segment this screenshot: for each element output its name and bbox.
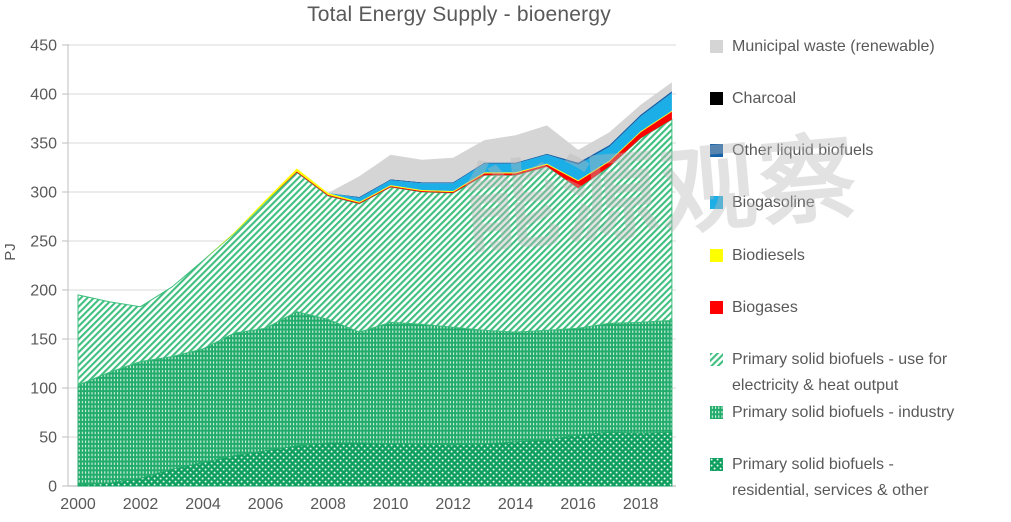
x-tick-label: 2002 bbox=[123, 496, 159, 513]
legend-item-biogasoline: Biogasoline bbox=[710, 190, 1010, 216]
x-tick-label: 2018 bbox=[623, 496, 659, 513]
legend-swatch bbox=[710, 249, 723, 262]
chart-title: Total Energy Supply - bioenergy bbox=[307, 3, 611, 26]
x-tick-label: 2010 bbox=[373, 496, 409, 513]
y-tick-label: 400 bbox=[30, 87, 57, 104]
y-tick-label: 450 bbox=[30, 38, 57, 55]
legend-item-biodiesels: Biodiesels bbox=[710, 243, 1010, 269]
legend-item-charcoal: Charcoal bbox=[710, 86, 1010, 112]
x-tick-label: 2008 bbox=[310, 496, 346, 513]
y-tick-label: 100 bbox=[30, 381, 57, 398]
y-axis-title: PJ bbox=[2, 243, 19, 261]
legend-label: Charcoal bbox=[732, 90, 797, 107]
legend-swatch bbox=[710, 92, 723, 105]
x-tick-label: 2006 bbox=[248, 496, 284, 513]
legend-swatch bbox=[710, 40, 723, 53]
legend-item-municipal_waste: Municipal waste (renewable) bbox=[710, 34, 1010, 60]
legend-swatch bbox=[710, 458, 723, 471]
legend-item-electricity_heat: Primary solid biofuels - use for electri… bbox=[710, 347, 1010, 399]
x-tick-label: 2012 bbox=[435, 496, 471, 513]
legend-label: Biogases bbox=[732, 299, 798, 316]
y-tick-label: 0 bbox=[48, 479, 57, 496]
y-tick-label: 300 bbox=[30, 185, 57, 202]
legend-swatch bbox=[710, 353, 723, 366]
legend-item-biogases: Biogases bbox=[710, 295, 1010, 321]
y-tick-label: 150 bbox=[30, 332, 57, 349]
legend-label: Biogasoline bbox=[732, 194, 815, 211]
legend-swatch bbox=[710, 196, 723, 209]
legend-label: Other liquid biofuels bbox=[732, 142, 874, 159]
legend-label: Biodiesels bbox=[732, 247, 805, 264]
legend-swatch bbox=[710, 406, 723, 419]
legend-item-industry: Primary solid biofuels - industry bbox=[710, 400, 1010, 426]
y-tick-label: 250 bbox=[30, 234, 57, 251]
legend-label: Primary solid biofuels - industry bbox=[732, 404, 955, 421]
area-municipal_waste bbox=[78, 82, 672, 307]
x-tick-label: 2004 bbox=[185, 496, 221, 513]
x-tick-label: 2014 bbox=[498, 496, 534, 513]
x-tick-label: 2000 bbox=[60, 496, 96, 513]
y-tick-label: 200 bbox=[30, 283, 57, 300]
legend-label: Municipal waste (renewable) bbox=[732, 38, 935, 55]
legend-swatch bbox=[710, 301, 723, 314]
legend-swatch bbox=[710, 144, 723, 157]
legend-label: Primary solid biofuels - residential, se… bbox=[732, 456, 929, 499]
y-tick-label: 350 bbox=[30, 136, 57, 153]
legend-item-other_liquid_biofuels: Other liquid biofuels bbox=[710, 138, 1010, 164]
x-tick-label: 2016 bbox=[560, 496, 596, 513]
legend-label: Primary solid biofuels - use for electri… bbox=[732, 351, 948, 394]
y-tick-label: 50 bbox=[39, 430, 57, 447]
legend: Municipal waste (renewable) Charcoal Oth… bbox=[710, 0, 1010, 522]
legend-item-residential: Primary solid biofuels - residential, se… bbox=[710, 452, 1010, 504]
